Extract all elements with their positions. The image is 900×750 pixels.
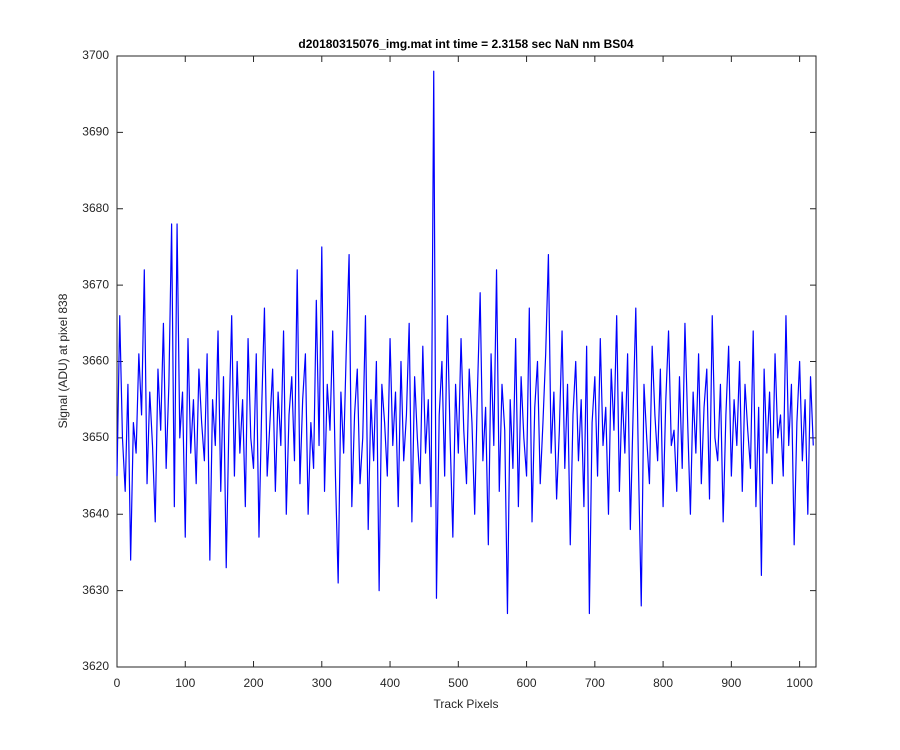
x-tick-label: 200: [244, 676, 264, 690]
y-axis-label: Signal (ADU) at pixel 838: [56, 293, 70, 428]
chart-title: d20180315076_img.mat int time = 2.3158 s…: [298, 37, 634, 51]
y-tick-label: 3690: [82, 125, 109, 139]
x-tick-label: 100: [175, 676, 195, 690]
x-tick-label: 1000: [786, 676, 813, 690]
y-tick-label: 3670: [82, 277, 109, 291]
data-line: [116, 70, 814, 615]
y-tick-label: 3640: [82, 506, 109, 520]
x-axis-label: Track Pixels: [434, 697, 499, 711]
x-tick-label: 600: [517, 676, 537, 690]
plot-area: [116, 55, 817, 668]
x-tick-label: 0: [114, 676, 121, 690]
y-tick-label: 3660: [82, 354, 109, 368]
y-tick-label: 3680: [82, 201, 109, 215]
x-tick-label: 800: [653, 676, 673, 690]
x-tick-label: 400: [380, 676, 400, 690]
y-tick-label: 3700: [82, 48, 109, 62]
y-tick-label: 3650: [82, 430, 109, 444]
x-tick-label: 900: [721, 676, 741, 690]
x-tick-label: 500: [448, 676, 468, 690]
y-tick-label: 3630: [82, 583, 109, 597]
y-tick-label: 3620: [82, 659, 109, 673]
x-tick-label: 700: [585, 676, 605, 690]
x-tick-label: 300: [312, 676, 332, 690]
